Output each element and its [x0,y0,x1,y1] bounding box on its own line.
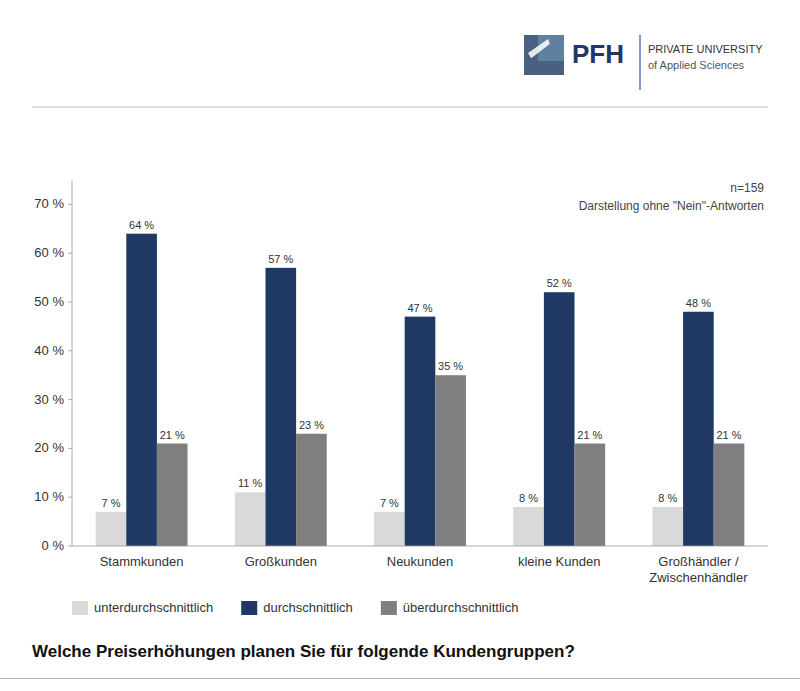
logo: PFH PRIVATE UNIVERSITY of Applied Sciences [524,35,763,90]
bar [265,268,296,546]
bar [405,317,436,546]
x-axis-line [72,546,768,547]
bar [235,492,266,546]
x-tick-label: Stammkunden [100,554,184,569]
y-tick [68,546,72,547]
legend-label: durchschnittlich [263,600,353,615]
x-tick-label: Großkunden [245,554,317,569]
y-tick-label: 60 % [34,245,64,260]
y-tick-label: 50 % [34,294,64,309]
y-tick-label: 20 % [34,440,64,455]
logo-stripe [528,39,550,58]
data-label: 7 % [101,497,120,509]
x-tick-label: Neukunden [387,554,454,569]
data-label: 35 % [438,360,463,372]
legend-label: unterdurchschnittlich [94,600,213,615]
x-tick-label-line: Stammkunden [100,554,184,569]
data-label: 8 % [519,492,538,504]
x-tick-label-line: Großkunden [245,554,317,569]
bottom-border [0,678,800,679]
data-label: 47 % [407,302,432,314]
y-tick [68,350,72,351]
legend-swatch [381,601,397,615]
bar [544,292,575,546]
data-label: 52 % [547,277,572,289]
data-label: 21 % [716,429,741,441]
y-tick-label: 70 % [34,196,64,211]
logo-separator [639,35,640,90]
data-label: 64 % [129,219,154,231]
bar [714,444,745,546]
legend-swatch [72,601,88,615]
bar [126,234,157,546]
bar [374,512,405,546]
y-axis: 0 % 10 % 20 % 30 % 40 % 50 % 60 % 70 % [34,196,72,553]
logo-text: PRIVATE UNIVERSITY [648,43,763,55]
header-separator [32,107,768,108]
y-tick-label: 0 % [42,538,65,553]
bar [575,444,606,546]
y-axis-line [72,180,73,546]
legend-label: überdurchschnittlich [403,600,519,615]
data-label: 57 % [268,253,293,265]
logo-text: PFH [572,39,624,69]
data-label: 8 % [658,492,677,504]
data-label: 23 % [299,419,324,431]
legend-swatch [241,601,257,615]
bars [96,234,745,546]
y-tick [68,399,72,400]
legend: unterdurchschnittlich durchschnittlich übe… [72,600,518,615]
logo-icon [524,35,564,75]
bar [96,512,127,546]
x-tick-label-line: Neukunden [387,554,454,569]
background [0,0,800,691]
title: Welche Preiserhöhungen planen Sie für fo… [32,642,575,661]
x-tick-label-line: Zwischenhändler [649,570,748,585]
y-tick [68,448,72,449]
data-labels: 7 % 11 % 7 % 8 % 8 % 64 % 57 % 47 % 52 % 48 % 21 %… [101,219,741,509]
data-label: 7 % [380,497,399,509]
x-tick-label: Großhändler /Zwischenhändler [649,554,748,585]
y-tick [68,253,72,254]
bar [157,444,188,546]
chart: PFH PRIVATE UNIVERSITY of Applied Sciences… [0,0,800,691]
x-tick-label: kleine Kunden [518,554,600,569]
annotation: n=159 [730,181,764,195]
data-label: 11 % [238,477,262,489]
bar [652,507,683,546]
x-tick-label-line: kleine Kunden [518,554,600,569]
y-tick [68,497,72,498]
bar [296,434,327,546]
logo-text: of Applied Sciences [648,59,745,71]
y-tick-label: 10 % [34,489,64,504]
data-label: 21 % [160,429,185,441]
bar [683,312,714,546]
data-label: 48 % [686,297,711,309]
bar [435,375,466,546]
x-tick-label-line: Großhändler / [658,554,739,569]
y-tick [68,302,72,303]
y-tick-label: 40 % [34,343,64,358]
annotation: Darstellung ohne "Nein"-Antworten [579,199,764,213]
y-tick [68,204,72,205]
bar [513,507,544,546]
x-axis: Stammkunden Großkunden Neukunden kleine Kun… [100,554,749,585]
y-tick-label: 30 % [34,392,64,407]
data-label: 21 % [577,429,602,441]
